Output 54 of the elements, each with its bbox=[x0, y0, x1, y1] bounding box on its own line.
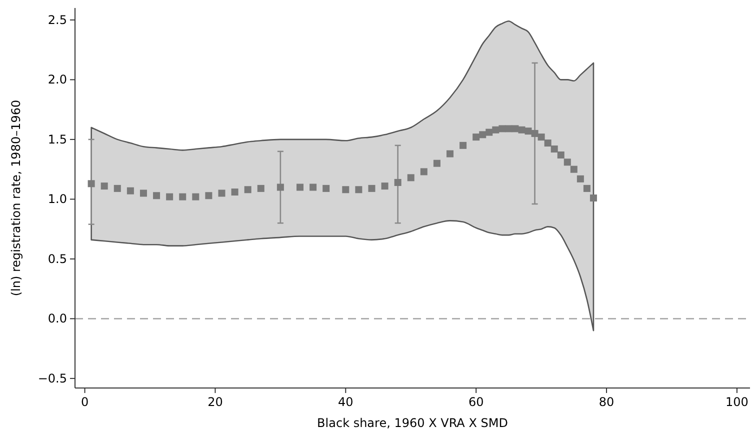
point bbox=[460, 142, 467, 149]
y-tick-label: 2.0 bbox=[48, 72, 67, 87]
point bbox=[368, 184, 376, 192]
y-tick-label: 2.5 bbox=[48, 12, 67, 27]
point bbox=[557, 151, 564, 158]
x-axis-title: Black share, 1960 X VRA X SMD bbox=[317, 416, 508, 430]
point bbox=[564, 158, 571, 166]
point bbox=[100, 182, 108, 190]
point bbox=[88, 180, 95, 188]
x-tick-label: 0 bbox=[80, 395, 89, 409]
point bbox=[531, 130, 538, 137]
point bbox=[538, 134, 545, 141]
point bbox=[446, 150, 454, 158]
point bbox=[257, 184, 264, 192]
point bbox=[179, 193, 186, 200]
point bbox=[590, 194, 597, 202]
point bbox=[153, 192, 160, 200]
point bbox=[218, 190, 226, 197]
point bbox=[322, 184, 330, 192]
point bbox=[544, 140, 552, 147]
point bbox=[381, 182, 388, 190]
x-tick-label: 20 bbox=[208, 395, 223, 409]
y-tick-label: 0.0 bbox=[48, 312, 67, 326]
x-tick-label: 80 bbox=[598, 395, 614, 409]
point bbox=[140, 190, 147, 197]
point bbox=[433, 160, 440, 167]
y-tick-label: −0.5 bbox=[38, 371, 67, 386]
y-tick-label: 0.5 bbox=[48, 252, 67, 266]
y-tick-label: 1.5 bbox=[48, 132, 67, 146]
x-tick-label: 60 bbox=[468, 395, 484, 409]
point bbox=[407, 174, 414, 182]
point bbox=[231, 188, 238, 196]
x-tick-label: 100 bbox=[726, 395, 748, 409]
y-tick-label: 1.0 bbox=[48, 192, 67, 206]
point bbox=[550, 146, 558, 153]
point bbox=[576, 175, 584, 182]
point bbox=[296, 184, 304, 191]
point bbox=[394, 178, 402, 186]
point bbox=[355, 186, 362, 194]
point bbox=[166, 193, 174, 200]
point bbox=[192, 193, 200, 200]
point bbox=[583, 184, 590, 192]
y-axis-title: (ln) registration rate, 1980–1960 bbox=[9, 100, 23, 296]
x-tick-label: 40 bbox=[338, 395, 354, 409]
point bbox=[420, 168, 428, 176]
point bbox=[126, 187, 134, 194]
point bbox=[205, 192, 212, 200]
point bbox=[570, 166, 578, 173]
point bbox=[472, 134, 480, 141]
point bbox=[342, 186, 350, 194]
point bbox=[310, 184, 317, 191]
point bbox=[276, 184, 284, 191]
point bbox=[114, 184, 121, 192]
point bbox=[244, 186, 252, 194]
